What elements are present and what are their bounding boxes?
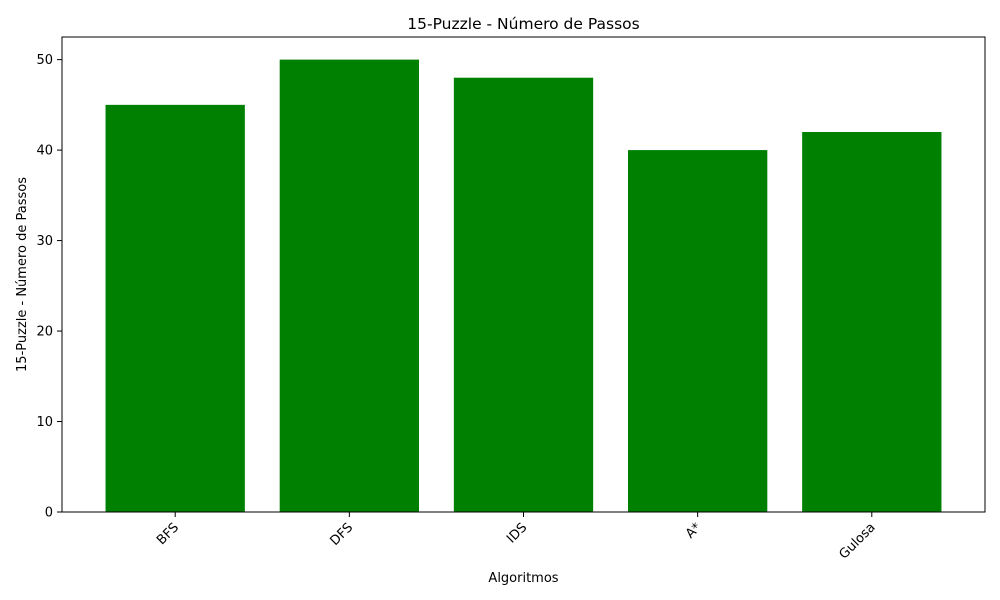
bar-bfs: [105, 104, 245, 512]
x-tick-label: BFS: [154, 520, 182, 548]
y-tick-label: 20: [36, 325, 53, 340]
x-tick-label: A*: [683, 520, 705, 542]
bars-layer: [105, 59, 942, 512]
chart-title: 15-Puzzle - Número de Passos: [407, 15, 639, 33]
bar-ids: [453, 77, 594, 512]
x-tick-label: Gulosa: [836, 520, 878, 562]
y-tick-label: 50: [36, 53, 53, 68]
x-tick-label: DFS: [328, 520, 357, 549]
x-tick-label: IDS: [504, 520, 530, 546]
x-axis: BFS DFS IDS A* Gulosa: [154, 512, 879, 562]
y-axis: 0 10 20 30 40 50: [36, 53, 62, 521]
x-axis-label: Algoritmos: [488, 571, 558, 586]
y-tick-label: 40: [36, 144, 53, 159]
y-tick-label: 0: [45, 506, 53, 521]
y-axis-label: 15-Puzzle - Número de Passos: [15, 177, 30, 372]
bar-a: [627, 150, 768, 512]
bar-dfs: [279, 59, 420, 512]
y-tick-label: 10: [36, 415, 53, 430]
bar-gulosa: [802, 132, 942, 512]
y-tick-label: 30: [36, 234, 53, 249]
